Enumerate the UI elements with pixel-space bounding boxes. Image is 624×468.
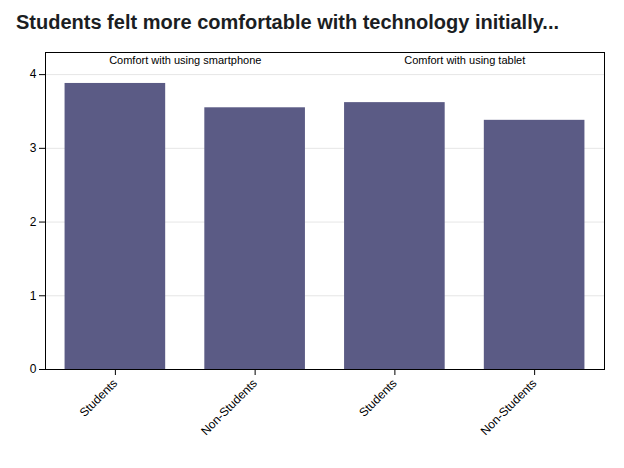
- svg-text:3: 3: [30, 141, 37, 155]
- svg-text:Comfort with using tablet: Comfort with using tablet: [404, 54, 525, 66]
- svg-text:2: 2: [30, 215, 37, 229]
- html-text:Students felt more comfortable: Students felt more comfortable with tech…: [16, 11, 559, 33]
- svg-text:Non-Students: Non-Students: [198, 376, 260, 438]
- svg-text:Students: Students: [356, 376, 399, 419]
- svg-text:Non-Students: Non-Students: [478, 376, 540, 438]
- svg-text:4: 4: [30, 67, 37, 81]
- svg-text:0: 0: [30, 362, 37, 376]
- svg-text:Comfort with using smartphone: Comfort with using smartphone: [109, 54, 261, 66]
- svg-text:Students: Students: [77, 376, 120, 419]
- svg-text:1: 1: [30, 289, 37, 303]
